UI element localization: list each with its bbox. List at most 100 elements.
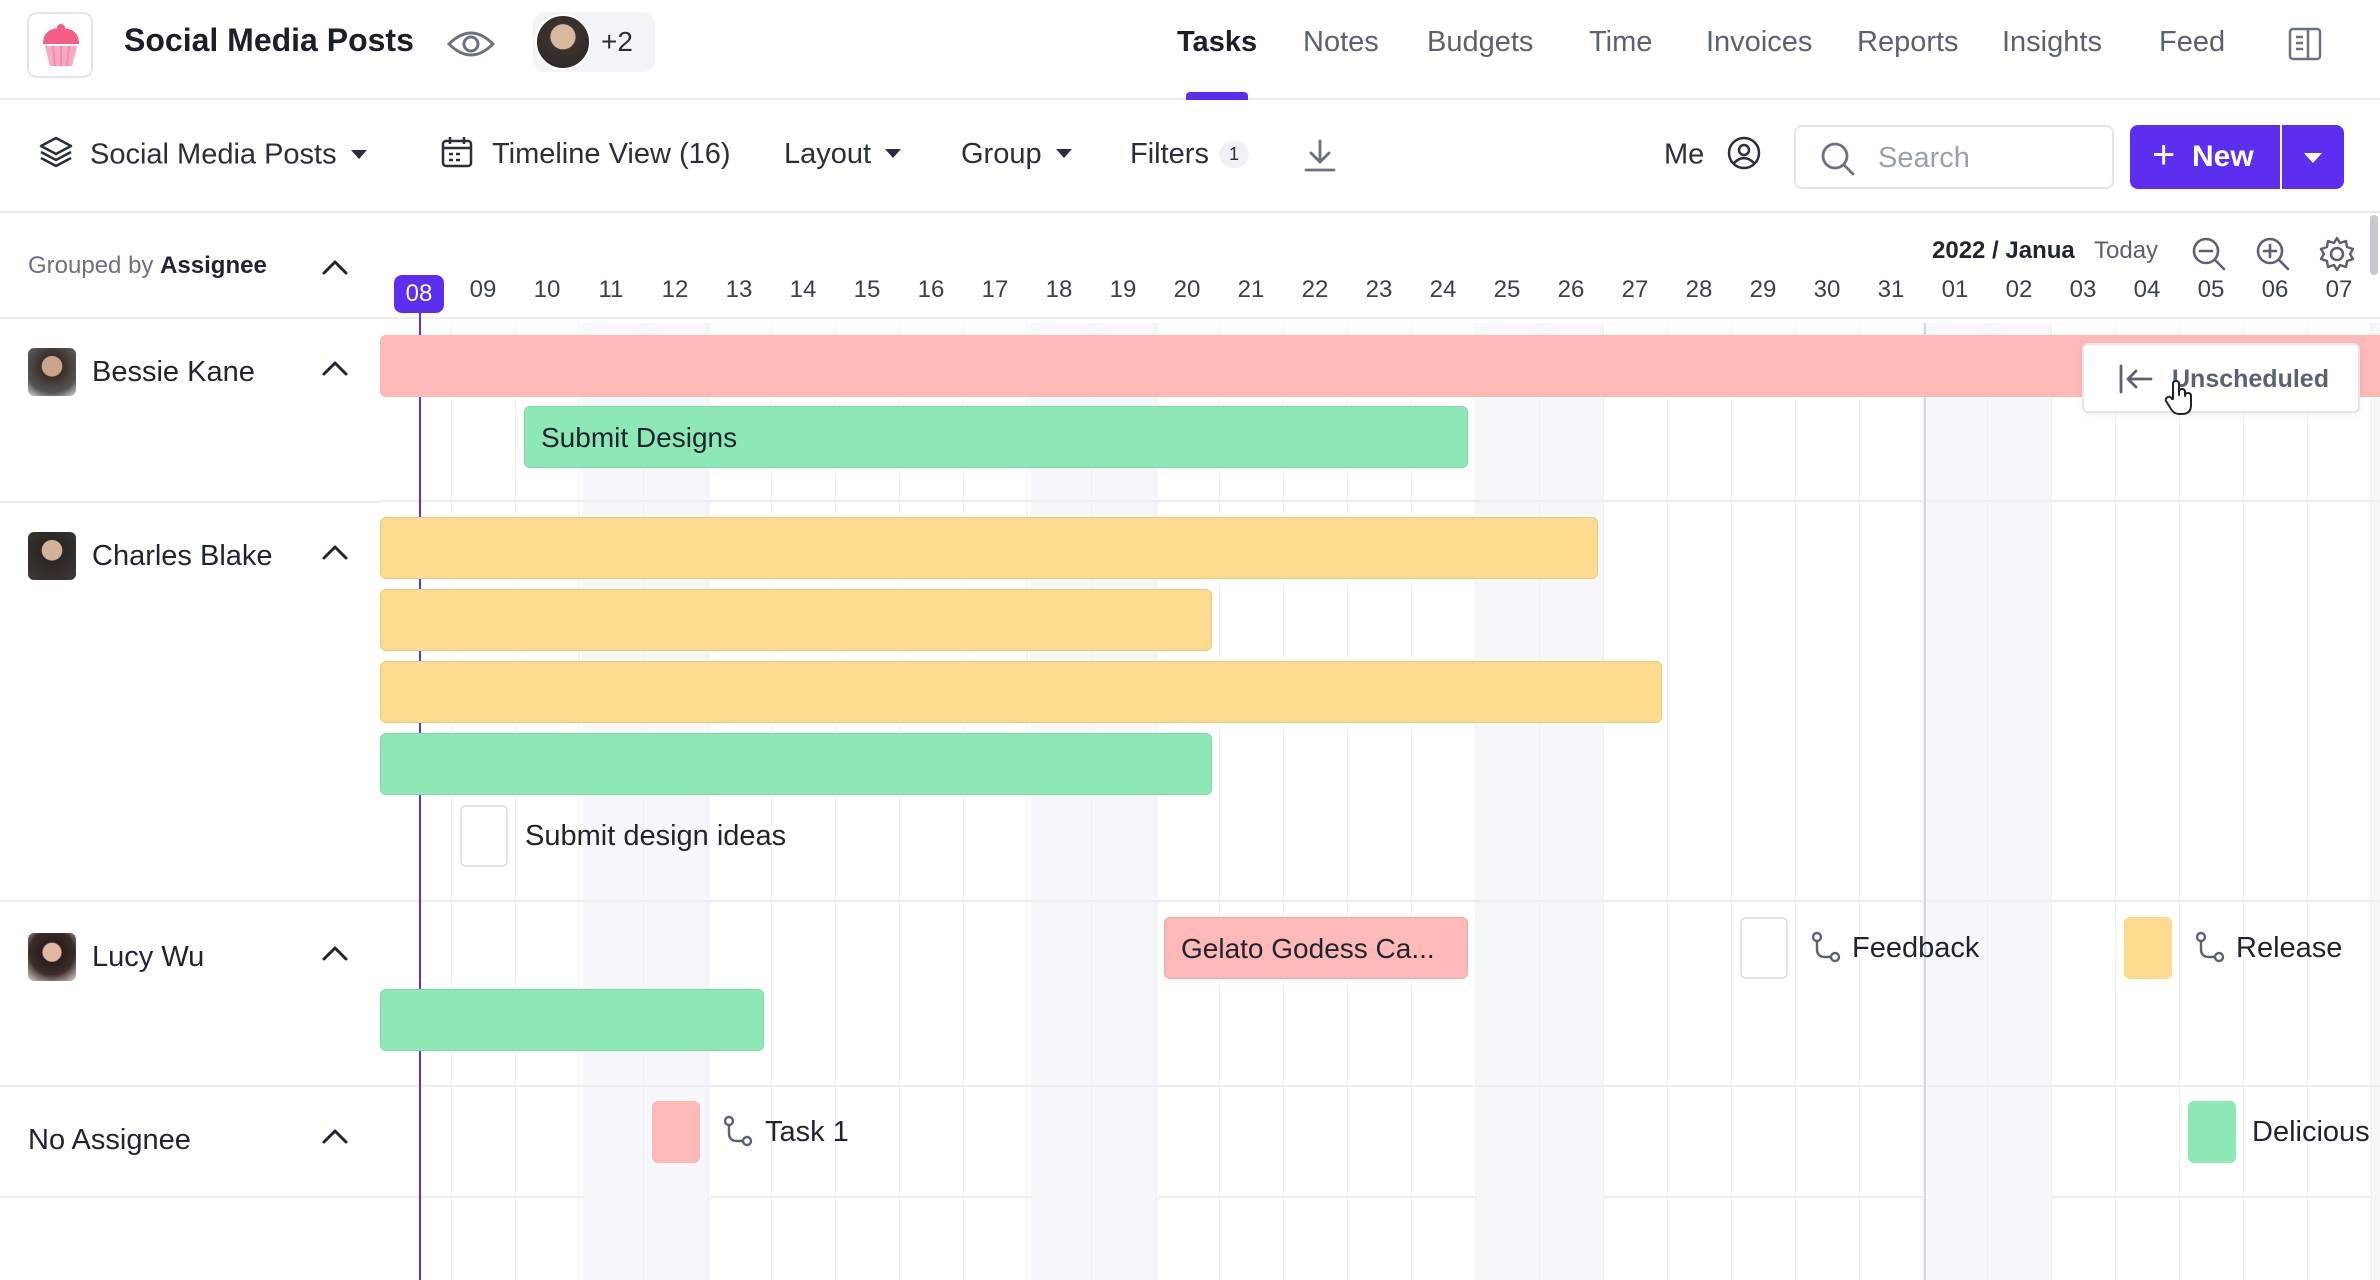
download-icon[interactable]: [1302, 138, 1338, 174]
day-label: 01: [1941, 276, 1969, 303]
search-box[interactable]: [1794, 125, 2114, 189]
document-panel-icon[interactable]: [2288, 27, 2322, 61]
group-dropdown[interactable]: Group: [961, 138, 1072, 171]
chevron-up-icon[interactable]: [322, 360, 348, 376]
day-label: 25: [1493, 276, 1521, 303]
task-bar-gelato[interactable]: Gelato Godess Ca...: [1164, 917, 1468, 979]
weekend-column: [1476, 323, 1604, 1280]
task-label-task1[interactable]: Task 1: [765, 1116, 849, 1148]
today-button[interactable]: Today: [2094, 237, 2159, 264]
arrow-left-to-line-icon: [2119, 364, 2153, 394]
day-grid-line: [1411, 323, 1412, 1280]
day-label: 21: [1237, 276, 1265, 303]
task-bar[interactable]: [380, 517, 1598, 579]
eye-icon[interactable]: [446, 24, 496, 64]
day-grid-line: [2051, 323, 2052, 1280]
grouped-by-value[interactable]: Assignee: [160, 252, 267, 279]
group-name: No Assignee: [28, 1124, 191, 1156]
day-label: 13: [725, 276, 753, 303]
day-grid-line: [707, 323, 708, 1280]
new-button[interactable]: + New: [2130, 125, 2280, 189]
day-grid-line: [1475, 323, 1476, 1280]
zoom-out-icon[interactable]: [2190, 235, 2228, 273]
task-label-delicious[interactable]: Delicious: [2252, 1116, 2370, 1148]
member-avatars[interactable]: +2: [533, 12, 655, 72]
filters-button[interactable]: Filters 1: [1130, 138, 1249, 171]
tab-invoices[interactable]: Invoices: [1706, 26, 1813, 58]
tab-notes[interactable]: Notes: [1303, 26, 1379, 58]
day-grid-line: [963, 323, 964, 1280]
day-grid-line: [1283, 323, 1284, 1280]
search-input[interactable]: [1876, 139, 2100, 177]
dependency-icon: [723, 1115, 753, 1147]
new-dropdown-button[interactable]: [2282, 125, 2344, 189]
scrollbar-thumb[interactable]: [2370, 215, 2378, 275]
gear-icon[interactable]: [2318, 235, 2356, 273]
dependency-icon: [1811, 931, 1841, 963]
group-divider: [0, 1196, 2380, 1198]
task-label-feedback[interactable]: Feedback: [1852, 932, 1980, 964]
chevron-down-icon: [1055, 148, 1072, 158]
task-bar[interactable]: [380, 589, 1212, 651]
cupcake-logo-icon[interactable]: [27, 12, 93, 78]
task-label: Submit Designs: [541, 422, 738, 453]
day-label: 30: [1813, 276, 1841, 303]
chevron-up-icon[interactable]: [322, 544, 348, 560]
day-label: 06: [2261, 276, 2289, 303]
day-label: 05: [2197, 276, 2225, 303]
view-label: Timeline View (16): [492, 138, 731, 170]
tab-budgets[interactable]: Budgets: [1427, 26, 1534, 58]
task-label: Gelato Godess Ca...: [1181, 933, 1435, 964]
task-bar[interactable]: [380, 335, 2380, 397]
tab-feed[interactable]: Feed: [2159, 26, 2226, 58]
task-bar[interactable]: [380, 733, 1212, 795]
chevron-up-icon[interactable]: [322, 1128, 348, 1144]
day-grid-line: [2115, 323, 2116, 1280]
group-divider: [0, 501, 380, 503]
plus-icon: +: [2152, 133, 2176, 177]
task-label-release[interactable]: Release: [2236, 932, 2343, 964]
task-bar[interactable]: [380, 989, 764, 1051]
me-filter[interactable]: Me: [1664, 136, 1762, 174]
task-bar[interactable]: [380, 661, 1662, 723]
task-milestone-delicious[interactable]: [2188, 1101, 2236, 1163]
task-bar-submit-designs[interactable]: Submit Designs: [524, 406, 1468, 468]
task-milestone-task1[interactable]: [652, 1101, 700, 1163]
day-grid-line: [1539, 323, 1540, 1280]
layout-dropdown[interactable]: Layout: [784, 138, 902, 171]
current-month-label: 2022 / Janua: [1932, 237, 2075, 264]
unscheduled-button[interactable]: Unscheduled: [2082, 343, 2360, 413]
tab-time[interactable]: Time: [1589, 26, 1653, 58]
day-label: 17: [981, 276, 1009, 303]
group-lucy-wu: Lucy Wu: [0, 901, 380, 1085]
avatar: [28, 348, 76, 396]
group-name: Charles Blake: [92, 540, 273, 572]
day-label: 31: [1877, 276, 1905, 303]
view-selector[interactable]: Timeline View (16): [440, 137, 731, 172]
day-grid-line: [1091, 323, 1092, 1280]
tab-reports[interactable]: Reports: [1857, 26, 1959, 58]
timeline-canvas[interactable]: 2022 / Janua Today 08 09 10 11 12 13 14 15 16 17 1…: [380, 213, 2380, 1280]
day-label: 27: [1621, 276, 1649, 303]
tab-tasks[interactable]: Tasks: [1177, 26, 1258, 58]
task-milestone-release[interactable]: [2124, 917, 2172, 979]
group-charles-blake: Charles Blake: [0, 502, 380, 900]
day-grid-line: [771, 323, 772, 1280]
avatar-more-count: +2: [601, 26, 633, 57]
project-selector[interactable]: Social Media Posts: [38, 136, 367, 174]
active-tab-indicator: [1186, 92, 1248, 100]
task-label-submit-design-ideas[interactable]: Submit design ideas: [525, 820, 787, 852]
day-grid-line: [2371, 323, 2372, 1280]
zoom-in-icon[interactable]: [2254, 235, 2292, 273]
day-grid-line: [1155, 323, 1156, 1280]
chevron-up-icon[interactable]: [322, 259, 348, 275]
task-milestone[interactable]: [460, 805, 508, 867]
chevron-down-icon: [2304, 153, 2322, 163]
tab-insights[interactable]: Insights: [2002, 26, 2102, 58]
group-name: Bessie Kane: [92, 356, 255, 388]
avatar: [535, 14, 591, 70]
group-divider: [0, 1085, 380, 1087]
chevron-down-icon: [885, 148, 902, 158]
task-milestone-feedback[interactable]: [1740, 917, 1788, 979]
chevron-up-icon[interactable]: [322, 945, 348, 961]
